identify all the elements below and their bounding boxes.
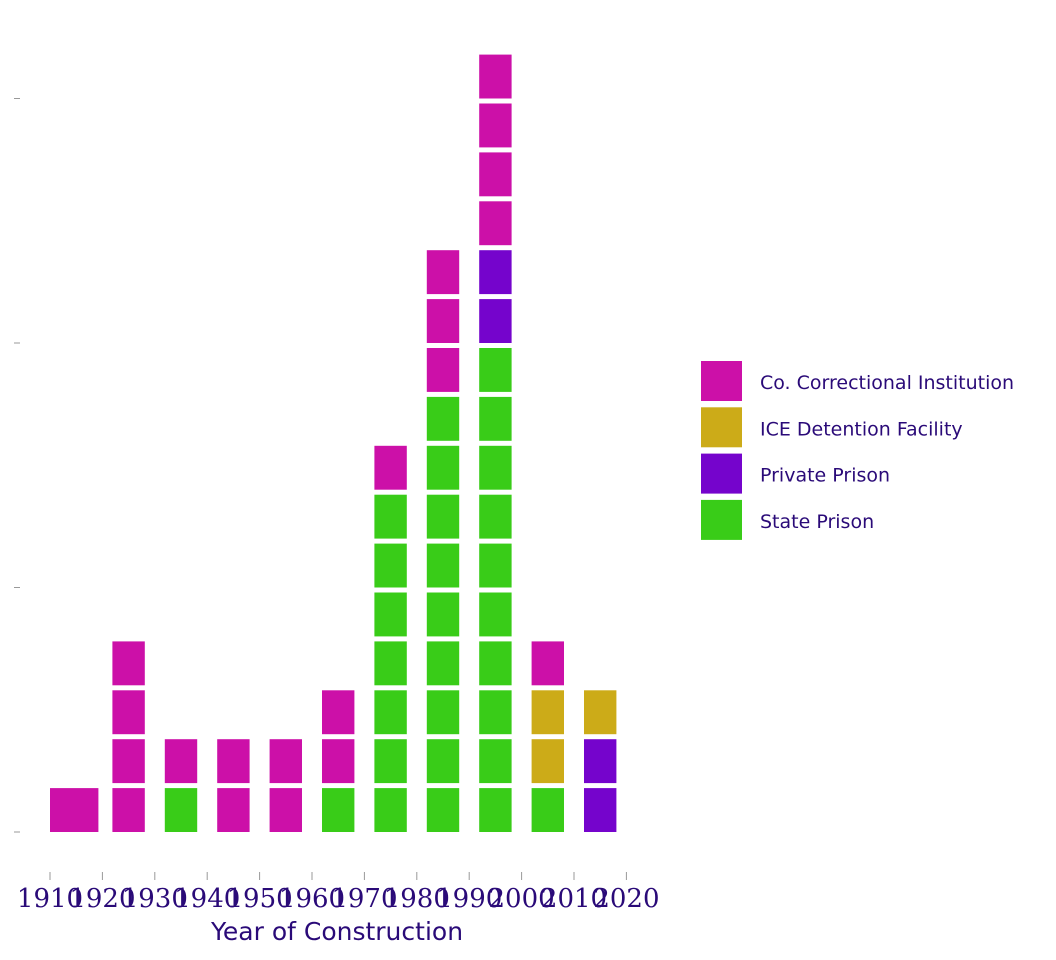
x-tick-label: 1920 <box>69 884 135 914</box>
unit-square <box>479 396 512 441</box>
unit-square <box>479 641 512 686</box>
unit-square <box>584 690 617 735</box>
unit-square <box>426 739 460 784</box>
unit-square <box>50 788 99 832</box>
unit-square <box>426 250 460 295</box>
legend-label: State Prison <box>760 511 874 533</box>
unit-square <box>531 788 564 832</box>
unit-square <box>479 348 512 392</box>
unit-square <box>479 690 512 735</box>
unit-square <box>479 543 512 588</box>
unit-square <box>322 690 355 735</box>
unit-square <box>164 788 198 832</box>
unit-square <box>426 592 460 637</box>
x-tick-label: 1990 <box>436 884 502 914</box>
legend: Co. Correctional Institution ICE Detentio… <box>701 361 1014 540</box>
unit-square <box>479 201 512 246</box>
unit-square <box>322 788 355 832</box>
unit-square <box>531 690 564 735</box>
chart-marks <box>50 54 617 832</box>
unit-square <box>112 788 145 832</box>
legend-swatch <box>701 361 742 401</box>
y-axis-ticks <box>14 98 20 833</box>
unit-square <box>374 690 407 735</box>
unit-square <box>479 152 512 197</box>
legend-swatch <box>701 407 742 448</box>
x-axis: 1910192019301940195019601970198019902000… <box>17 872 659 914</box>
unit-square <box>426 543 460 588</box>
legend-swatch <box>701 453 742 494</box>
unit-square <box>479 445 512 490</box>
unit-square <box>426 494 460 539</box>
unit-square <box>479 494 512 539</box>
unit-square <box>584 739 617 784</box>
unit-square <box>374 445 407 490</box>
unit-square <box>426 788 460 832</box>
x-tick-label: 1930 <box>122 884 188 914</box>
unit-square <box>531 739 564 784</box>
unit-square <box>584 788 617 832</box>
unit-square <box>479 250 512 295</box>
x-tick-label: 1970 <box>331 884 397 914</box>
unit-square <box>112 641 145 686</box>
legend-label: Co. Correctional Institution <box>760 372 1014 394</box>
unit-square <box>374 641 407 686</box>
unit-square <box>269 739 302 784</box>
unit-square <box>479 54 512 99</box>
unit-square <box>426 396 460 441</box>
x-tick-label: 1960 <box>279 884 345 914</box>
unit-square <box>531 641 564 686</box>
x-tick-label: 1950 <box>227 884 293 914</box>
unit-square <box>374 739 407 784</box>
unit-square <box>217 739 250 784</box>
unit-square <box>374 543 407 588</box>
unit-square <box>479 592 512 637</box>
x-tick-label: 2010 <box>541 884 607 914</box>
unit-square <box>374 788 407 832</box>
unit-square <box>164 739 198 784</box>
x-axis-title: Year of Construction <box>210 917 463 946</box>
unit-square <box>426 348 460 392</box>
unit-square <box>479 299 512 343</box>
unit-square <box>217 788 250 832</box>
unit-square <box>426 445 460 490</box>
unit-square <box>426 641 460 686</box>
x-tick-label: 1940 <box>174 884 240 914</box>
x-tick-label: 2020 <box>593 884 659 914</box>
unit-square <box>322 739 355 784</box>
legend-label: Private Prison <box>760 465 890 487</box>
legend-swatch <box>701 499 742 540</box>
x-tick-label: 2000 <box>489 884 555 914</box>
unit-square <box>112 739 145 784</box>
unit-square <box>426 299 460 343</box>
unit-square <box>269 788 302 832</box>
x-tick-label: 1980 <box>384 884 450 914</box>
legend-label: ICE Detention Facility <box>760 418 963 440</box>
unit-square <box>374 494 407 539</box>
unit-square <box>374 592 407 637</box>
unit-square <box>479 739 512 784</box>
x-tick-label: 1910 <box>17 884 83 914</box>
unit-square <box>426 690 460 735</box>
unit-square <box>112 690 145 735</box>
unit-square <box>479 103 512 148</box>
unit-square <box>479 788 512 832</box>
